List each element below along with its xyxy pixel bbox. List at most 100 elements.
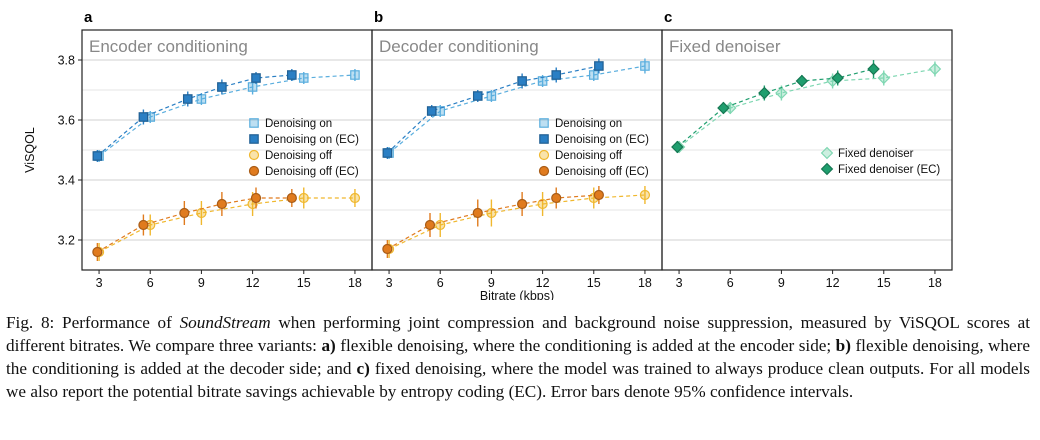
caption-a-text: flexible denoising, where the conditioni…	[335, 336, 836, 355]
legend-entry: Denoising off (EC)	[265, 166, 359, 178]
data-point	[671, 140, 684, 154]
series-denoising-on-ec	[92, 69, 297, 162]
legend-entry: Denoising on	[265, 118, 332, 130]
data-point	[795, 74, 809, 88]
data-point	[179, 207, 190, 219]
data-point	[251, 73, 261, 83]
series-denoising-on	[94, 69, 360, 162]
y-tick-label: 3.4	[58, 174, 75, 188]
data-point	[486, 91, 497, 101]
x-tick-label: 6	[437, 276, 444, 290]
series-denoising-on-ec	[382, 58, 604, 159]
data-point	[298, 192, 309, 204]
panel-letter: a	[84, 9, 93, 26]
data-point	[196, 94, 207, 104]
legend-marker	[249, 118, 259, 128]
series-denoising-off	[93, 187, 361, 261]
data-point	[247, 82, 258, 92]
x-tick-label: 9	[198, 276, 205, 290]
data-point	[640, 61, 650, 71]
panel-b: 3 6 9 12 15 18 Bitrate (kbps) b Decoder conditio…	[371, 9, 663, 300]
data-point	[537, 198, 548, 210]
figure: 3 6 9 12 15 18 3.2 3.4 3.6 3.8 ViSQOL a Encoder cond…	[23, 9, 953, 300]
data-point	[517, 198, 528, 210]
data-point	[217, 82, 227, 92]
legend-entry: Denoising on (EC)	[265, 134, 359, 146]
series-line	[678, 68, 936, 148]
data-point	[250, 192, 262, 204]
data-point	[551, 70, 562, 80]
x-tick-label: 15	[877, 276, 891, 290]
panel-title: Fixed denoiser	[669, 37, 781, 56]
legend-marker	[248, 165, 260, 177]
data-point	[517, 76, 527, 86]
data-point	[92, 246, 103, 258]
x-tick-label: 6	[147, 276, 154, 290]
data-point	[758, 86, 771, 100]
series-line	[96, 74, 292, 157]
data-point	[298, 73, 309, 83]
caption-b-label: b)	[835, 336, 851, 355]
data-point	[349, 192, 361, 204]
y-tick-label: 3.8	[58, 54, 75, 68]
series-denoising-off	[383, 186, 651, 258]
data-point	[877, 71, 891, 85]
caption-fig-label: Fig. 8: Performance of	[6, 313, 180, 332]
series-fixed-denoiser	[672, 61, 942, 154]
caption-b-text: flexible denoising, where the conditioni…	[6, 336, 1030, 378]
legend-entry: Denoising on (EC)	[555, 134, 649, 146]
data-point	[831, 71, 844, 85]
data-point	[486, 207, 497, 219]
y-tick-label: 3.6	[58, 114, 75, 128]
legend-marker	[539, 118, 549, 128]
legend-marker	[820, 162, 834, 176]
data-point	[138, 219, 149, 231]
series-fixed-denoiser-ec	[671, 60, 880, 154]
series-line	[98, 197, 355, 253]
data-point	[216, 198, 227, 210]
series-denoising-off-ec	[92, 187, 297, 261]
data-point	[537, 76, 548, 86]
data-point	[424, 219, 436, 231]
series-line	[98, 74, 355, 157]
series-line	[387, 194, 599, 250]
x-tick-label: 9	[778, 276, 785, 290]
data-point	[350, 70, 360, 80]
legend-entry: Denoising off	[265, 150, 333, 162]
data-point	[472, 91, 483, 101]
series-line	[676, 68, 874, 148]
data-point	[426, 106, 437, 116]
data-point	[588, 70, 599, 80]
legend-marker	[249, 134, 259, 144]
caption-model-name: SoundStream	[179, 313, 271, 332]
panel-title: Decoder conditioning	[379, 37, 539, 56]
x-axis-label: Bitrate (kbps)	[480, 289, 554, 300]
data-point	[287, 70, 297, 80]
x-tick-label: 12	[536, 276, 550, 290]
x-tick-label: 9	[488, 276, 495, 290]
x-tick-label: 18	[638, 276, 652, 290]
caption-a-label: a)	[321, 336, 336, 355]
figure-caption: Fig. 8: Performance of SoundStream when …	[6, 311, 1030, 403]
data-point	[472, 207, 483, 219]
x-tick-label: 12	[246, 276, 260, 290]
series-denoising-off-ec	[382, 186, 604, 258]
legend-entry: Denoising off	[555, 150, 623, 162]
panel-title: Encoder conditioning	[89, 37, 248, 56]
legend-marker	[538, 149, 550, 161]
data-point	[594, 61, 604, 71]
panel-frame	[661, 29, 953, 271]
caption-part1: when performing joint compression and ba…	[6, 313, 1030, 355]
data-point	[593, 189, 604, 201]
x-tick-label: 12	[826, 276, 840, 290]
data-point	[196, 207, 207, 219]
y-tick-label: 3.2	[58, 234, 75, 248]
caption-c-text: fixed denoising, where the model was tra…	[6, 359, 1030, 401]
panel-letter: b	[374, 9, 383, 26]
series-line	[388, 194, 645, 250]
x-tick-label: 15	[297, 276, 311, 290]
x-tick-label: 3	[676, 276, 683, 290]
data-point	[382, 148, 393, 158]
series-line	[97, 197, 292, 253]
legend-marker	[820, 146, 834, 160]
